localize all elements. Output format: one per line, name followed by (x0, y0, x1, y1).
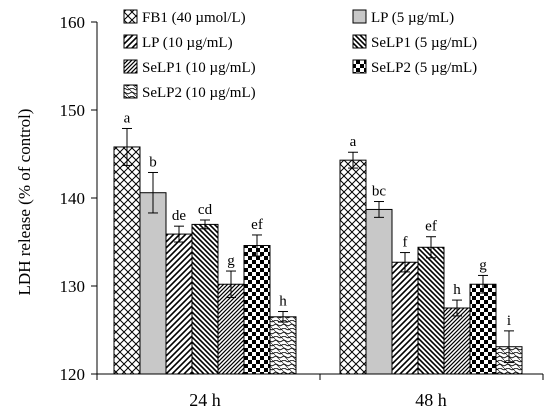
y-axis: 120 130 140 150 160 (60, 13, 98, 384)
significance-letter: i (507, 313, 511, 329)
significance-letter: f (403, 235, 408, 251)
bar (391, 261, 419, 375)
significance-letter: h (453, 282, 461, 298)
y-tick-label: 150 (60, 101, 86, 120)
bar (165, 233, 193, 375)
significance-letter: b (149, 154, 157, 170)
bar (417, 246, 445, 375)
legend-swatch (123, 59, 138, 74)
significance-letter: g (479, 257, 487, 273)
legend-swatch (123, 34, 138, 49)
x-axis: 24 h 48 h (96, 373, 544, 410)
legend-label: LP (5 µg/mL) (371, 10, 454, 26)
significance-letter: ef (425, 219, 437, 235)
legend-label: LP (10 µg/mL) (142, 35, 233, 51)
bars: a b de cd g ef h a bc f ef h g i (113, 110, 523, 375)
legend-swatch (352, 34, 367, 49)
y-tick-label: 120 (60, 365, 86, 384)
significance-letter: g (227, 253, 235, 269)
y-tick-label: 140 (60, 189, 86, 208)
y-axis-label: LDH release (% of control) (15, 109, 34, 296)
bar (243, 245, 271, 375)
significance-letter: a (124, 110, 131, 126)
bar (365, 208, 393, 375)
legend-swatch (352, 59, 367, 74)
significance-letter: h (279, 294, 287, 310)
legend: FB1 (40 µmol/L) LP (5 µg/mL) LP (10 µg/mL)… (123, 9, 477, 101)
significance-letter: ef (251, 217, 263, 233)
legend-label: SeLP2 (10 µg/mL) (142, 85, 256, 101)
x-tick-label: 24 h (189, 390, 221, 410)
bar (339, 159, 367, 375)
bar (269, 316, 297, 375)
significance-letter: bc (372, 184, 387, 200)
legend-swatch (352, 9, 367, 24)
significance-letter: de (172, 208, 187, 224)
bar (217, 283, 245, 375)
bar (469, 283, 497, 375)
bar (191, 223, 219, 375)
y-tick-label: 160 (60, 13, 86, 32)
legend-swatch (123, 9, 138, 24)
legend-label: SeLP1 (5 µg/mL) (371, 35, 477, 51)
legend-swatch (123, 84, 138, 99)
significance-letter: cd (198, 202, 213, 218)
bar (443, 307, 471, 375)
legend-label: SeLP1 (10 µg/mL) (142, 60, 256, 76)
bar (113, 146, 141, 375)
legend-label: SeLP2 (5 µg/mL) (371, 60, 477, 76)
x-tick-label: 48 h (415, 390, 447, 410)
legend-label: FB1 (40 µmol/L) (142, 10, 246, 26)
y-tick-label: 130 (60, 277, 86, 296)
bar (139, 192, 167, 375)
significance-letter: a (350, 134, 357, 150)
